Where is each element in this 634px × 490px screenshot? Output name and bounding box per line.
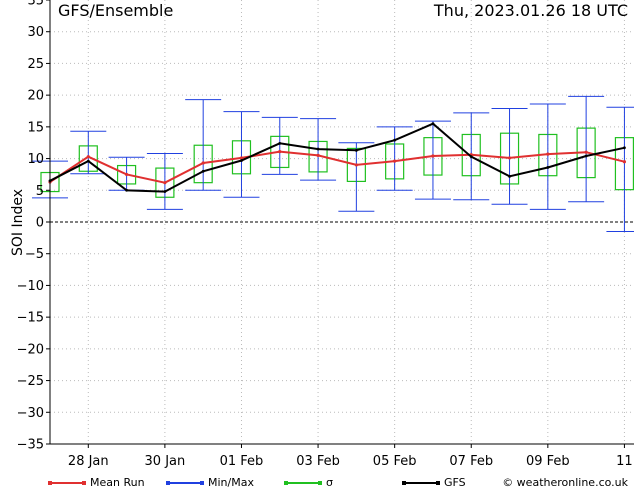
legend-label-gfs: GFS xyxy=(444,476,466,489)
legend-swatch-min-max xyxy=(166,481,204,485)
point-gfs xyxy=(623,146,626,150)
y-tick-label: −10 xyxy=(17,279,44,294)
run-datetime: Thu, 2023.01.26 18 UTC xyxy=(433,1,628,20)
point-mean-run xyxy=(316,153,320,157)
point-gfs xyxy=(278,141,282,145)
point-mean-run xyxy=(431,154,435,158)
x-tick-label: 03 Feb xyxy=(296,454,340,469)
min-max-whiskers xyxy=(32,95,634,233)
credit-text: © weatheronline.co.uk xyxy=(502,476,628,489)
y-tick-labels: −35 −30 −25 −20 −15 −10 −5 0 5 10 15 20 25 30 35 xyxy=(17,0,44,453)
y-tick-label: −5 xyxy=(25,247,44,262)
point-mean-run xyxy=(239,156,244,160)
x-tick-label: 07 Feb xyxy=(449,454,493,469)
legend-swatch-sigma xyxy=(284,481,322,485)
legend-swatch-mean-run xyxy=(48,481,86,485)
x-tick-label: 30 Jan xyxy=(145,454,186,469)
point-mean-run xyxy=(354,163,358,167)
soi-chart: −35 −30 −25 −20 −15 −10 −5 0 5 10 15 20 25 30 35 28 Ja… xyxy=(17,0,634,469)
y-tick-label: 20 xyxy=(27,89,44,104)
sigma-boxes xyxy=(40,127,634,198)
y-tick-label: 15 xyxy=(27,120,44,135)
y-tick-label: −15 xyxy=(17,311,44,326)
y-tick-label: −35 xyxy=(17,438,44,453)
series-line-mean-run xyxy=(49,150,625,184)
point-mean-run xyxy=(393,159,397,163)
x-tick-label: 09 Feb xyxy=(526,454,570,469)
y-tick-label: −25 xyxy=(17,374,44,389)
y-tick-label: 0 xyxy=(36,216,44,231)
point-mean-run xyxy=(546,152,550,156)
point-mean-run xyxy=(622,160,627,164)
chart-title: GFS/Ensemble xyxy=(58,1,174,20)
y-tick-label: 5 xyxy=(36,184,44,199)
point-gfs xyxy=(86,159,90,163)
legend: Mean Run Min/Max σ GFS xyxy=(0,476,634,490)
series-line-gfs xyxy=(49,122,625,193)
y-axis-label: SOI Index xyxy=(10,188,26,256)
y-tick-label: 25 xyxy=(27,57,44,72)
point-mean-run xyxy=(201,161,205,165)
point-gfs xyxy=(431,122,435,126)
legend-label-min-max: Min/Max xyxy=(208,476,254,489)
point-gfs xyxy=(393,138,397,142)
point-mean-run xyxy=(163,181,167,185)
point-gfs xyxy=(546,166,550,169)
point-gfs xyxy=(584,154,588,158)
point-gfs xyxy=(163,190,167,193)
point-gfs xyxy=(354,148,358,152)
point-gfs xyxy=(508,174,511,178)
legend-label-sigma: σ xyxy=(326,476,333,489)
legend-swatch-gfs xyxy=(402,481,440,485)
x-tick-label: 01 Feb xyxy=(220,454,264,469)
y-tick-label: 10 xyxy=(27,152,44,167)
x-tick-label: 28 Jan xyxy=(68,454,109,469)
y-tick-label: 30 xyxy=(27,25,44,40)
x-tick-label: 11 xyxy=(616,454,633,469)
y-tick-label: 35 xyxy=(27,0,44,9)
point-mean-run xyxy=(278,149,282,154)
y-tick-label: −20 xyxy=(17,342,44,357)
grid-lines xyxy=(50,0,634,444)
point-gfs xyxy=(125,188,128,192)
point-mean-run xyxy=(584,150,588,154)
point-gfs xyxy=(240,159,243,162)
x-tick-label: 05 Feb xyxy=(373,454,417,469)
point-gfs xyxy=(316,147,320,151)
axes xyxy=(46,0,634,448)
legend-label-mean-run: Mean Run xyxy=(90,476,145,489)
point-mean-run xyxy=(507,156,512,160)
x-tick-labels: 28 Jan 30 Jan 01 Feb 03 Feb 05 Feb 07 Feb 09 F… xyxy=(68,454,633,469)
point-mean-run xyxy=(86,155,90,159)
series-lines xyxy=(48,122,627,193)
point-gfs xyxy=(469,155,473,159)
point-mean-run xyxy=(124,172,129,177)
y-tick-label: −30 xyxy=(17,406,44,421)
point-gfs xyxy=(201,169,205,173)
